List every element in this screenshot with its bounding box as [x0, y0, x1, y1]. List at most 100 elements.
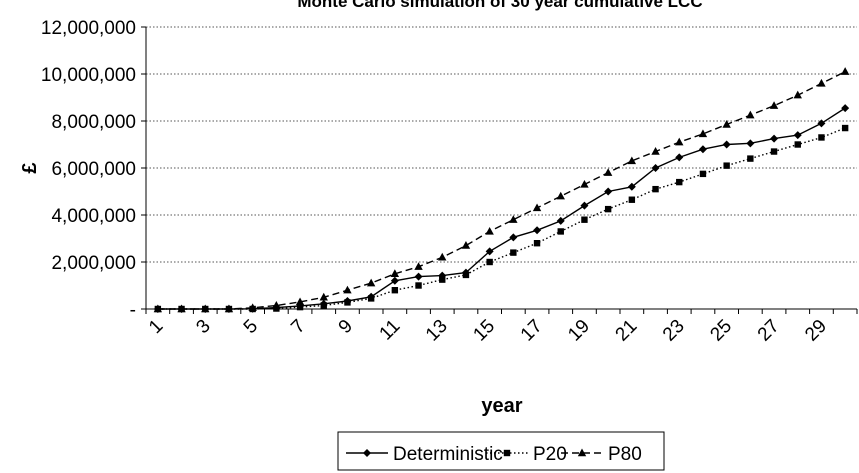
data-point-deterministic: [841, 104, 850, 113]
data-point-p80: [438, 252, 447, 261]
data-point-p20: [510, 249, 517, 256]
data-point-p20: [462, 271, 470, 279]
x-tick-label: 9: [335, 316, 357, 338]
data-point-p80: [509, 215, 518, 223]
y-axis-label: £: [19, 162, 41, 173]
legend-marker-deterministic: [363, 449, 371, 457]
data-point-deterministic: [651, 164, 660, 172]
data-point-deterministic: [675, 153, 684, 162]
data-point-deterministic: [793, 131, 802, 140]
data-point-deterministic: [604, 187, 613, 196]
data-point-p20: [320, 302, 327, 309]
data-point-p80: [580, 179, 589, 188]
x-tick-label: 7: [287, 316, 309, 338]
legend-label-p20: P20: [533, 444, 567, 465]
series-line-p20: [157, 127, 846, 310]
x-tick-label: 23: [659, 316, 689, 346]
data-point-p80: [817, 78, 826, 87]
legend-label-p80: P80: [608, 444, 642, 465]
x-tick-label: 29: [801, 316, 831, 346]
y-tick-label: 12,000,000: [41, 18, 136, 39]
y-tick-label: 2,000,000: [51, 253, 136, 274]
data-point-p20: [439, 276, 446, 283]
data-point-p80: [603, 168, 613, 176]
x-tick-label: 27: [754, 316, 784, 346]
data-point-p80: [343, 285, 352, 294]
data-point-p20: [723, 162, 730, 169]
data-point-p20: [557, 228, 564, 235]
data-point-p20: [367, 295, 375, 302]
data-point-p20: [676, 178, 683, 186]
data-point-p20: [296, 303, 304, 311]
data-point-p20: [391, 287, 399, 294]
x-tick-label: 21: [612, 316, 642, 346]
data-point-p80: [366, 278, 376, 287]
data-point-p80: [746, 110, 755, 119]
y-tick-label: 6,000,000: [51, 159, 136, 180]
data-point-p20: [604, 205, 612, 213]
data-point-p80: [177, 304, 186, 313]
data-point-p20: [699, 170, 707, 178]
data-point-p20: [770, 148, 778, 155]
legend-marker-p80: [577, 448, 587, 457]
y-axis-ticks: - 2,000,000 4,000,000 6,000,000 8,000,000 10,…: [41, 18, 136, 321]
data-point-p80: [461, 241, 471, 249]
data-point-p20: [841, 124, 849, 132]
x-tick-label: 1: [145, 316, 167, 338]
series-p20: [154, 124, 849, 313]
data-point-p80: [675, 137, 684, 146]
y-tick-label: 8,000,000: [51, 112, 136, 133]
data-point-deterministic: [746, 139, 755, 148]
data-point-p80: [272, 300, 281, 309]
data-point-p80: [532, 203, 542, 212]
data-point-p80: [698, 129, 708, 138]
data-point-p80: [201, 304, 210, 313]
y-tick-label: -: [130, 300, 136, 321]
data-point-deterministic: [414, 272, 423, 281]
data-point-p80: [485, 226, 494, 235]
data-point-p20: [747, 155, 754, 162]
data-point-p80: [248, 303, 257, 312]
chart-title: Monte Carlo simulation of 30 year cumula…: [297, 0, 702, 11]
y-tick-label: 10,000,000: [41, 65, 136, 86]
series-line-deterministic: [157, 107, 846, 310]
data-point-p80: [627, 156, 637, 165]
x-axis-label: year: [481, 395, 522, 417]
data-point-deterministic: [580, 201, 589, 210]
legend-item-p20: P20: [486, 444, 567, 465]
data-point-p80: [319, 292, 328, 301]
data-point-p20: [794, 141, 801, 148]
x-axis-ticks: 1 3 5 7 9 11 13 15 17 19 21 23 25 27 29: [145, 316, 831, 346]
data-point-p80: [295, 297, 305, 306]
data-point-p20: [486, 258, 493, 266]
x-tick-label: 17: [517, 316, 547, 346]
data-point-deterministic: [509, 233, 518, 242]
series-deterministic: [153, 104, 850, 313]
x-tick-label: 15: [469, 316, 499, 346]
y-tick-label: 4,000,000: [51, 206, 136, 227]
x-tick-label: 3: [192, 316, 214, 338]
data-point-p20: [344, 299, 351, 306]
data-point-p80: [840, 67, 850, 75]
data-point-p80: [651, 147, 660, 155]
x-tick-label: 11: [376, 316, 405, 345]
data-point-deterministic: [556, 216, 565, 225]
data-point-deterministic: [722, 140, 731, 149]
data-point-p20: [818, 134, 825, 141]
data-point-deterministic: [627, 182, 636, 191]
data-point-p20: [533, 240, 541, 247]
axes: [141, 26, 858, 314]
data-point-p20: [628, 196, 636, 203]
legend-marker-p20: [503, 449, 511, 457]
series-line-p80: [157, 71, 846, 310]
data-point-deterministic: [390, 276, 399, 285]
data-point-p80: [390, 269, 400, 277]
legend: Deterministic P20 P80: [337, 431, 665, 471]
data-point-deterministic: [485, 247, 494, 256]
data-point-deterministic: [698, 145, 707, 154]
x-tick-label: 25: [706, 316, 736, 346]
data-point-p80: [793, 90, 802, 99]
data-point-deterministic: [533, 226, 542, 235]
series-p80: [153, 67, 850, 313]
